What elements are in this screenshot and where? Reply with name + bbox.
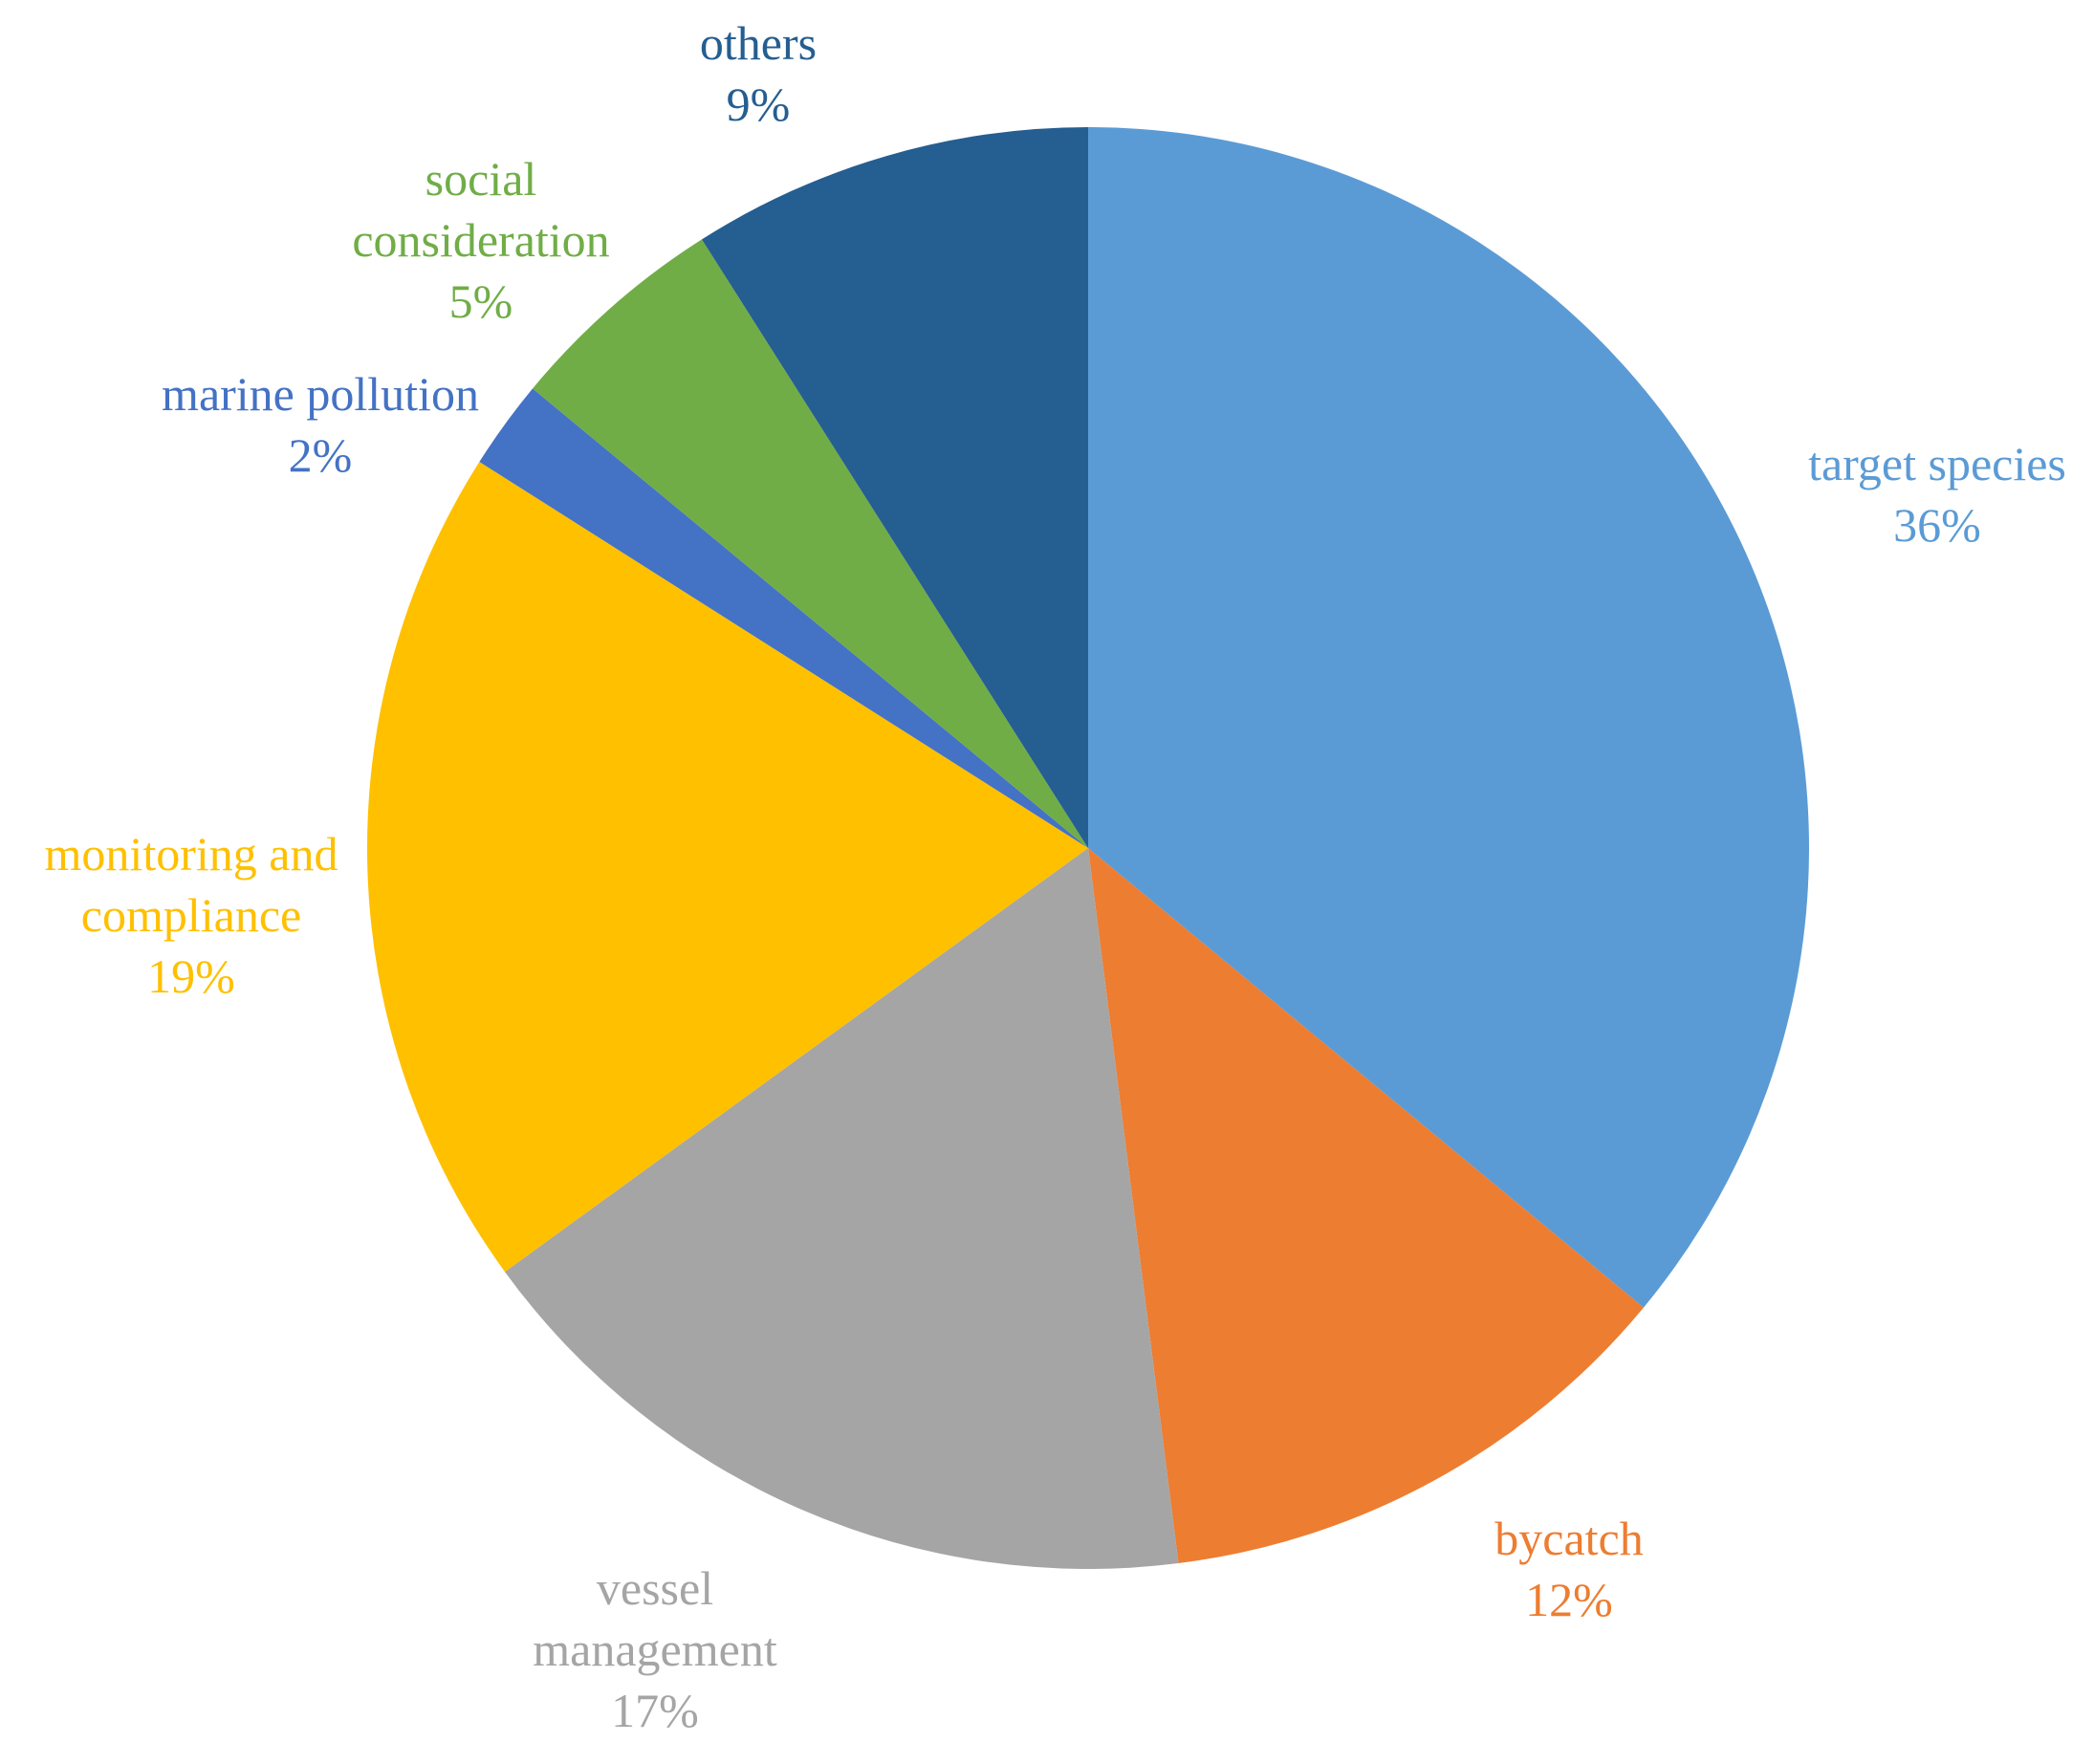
value-label: 12% (1525, 1573, 1613, 1626)
pie-slice (1088, 127, 1809, 1308)
pie-slice (366, 461, 1088, 1273)
category-label: social consideration (352, 152, 610, 267)
value-label: 9% (726, 77, 791, 131)
pie-slice (701, 127, 1088, 848)
value-label: 36% (1893, 498, 1981, 552)
value-label: 17% (611, 1684, 699, 1737)
value-label: 2% (288, 428, 353, 482)
slice-label: vessel management 17% (497, 1557, 813, 1741)
slice-label: others 9% (700, 12, 817, 135)
slice-label: monitoring and compliance 19% (5, 823, 378, 1007)
pie-slice (533, 239, 1088, 849)
slice-label: target species 36% (1808, 433, 2066, 555)
slice-label: marine pollution 2% (162, 363, 479, 486)
value-label: 19% (147, 949, 235, 1003)
category-label: bycatch (1494, 1512, 1644, 1565)
category-label: monitoring and compliance (44, 827, 338, 942)
category-label: marine pollution (162, 367, 479, 421)
pie-slice (1088, 848, 1644, 1564)
category-label: others (699, 16, 818, 70)
value-label: 5% (448, 274, 513, 328)
slice-label: social consideration 5% (323, 148, 639, 332)
category-label: target species (1808, 437, 2066, 490)
category-label: vessel management (533, 1561, 777, 1676)
slice-label: bycatch 12% (1494, 1508, 1643, 1630)
pie-slice (479, 388, 1089, 848)
pie-slice (505, 848, 1179, 1569)
